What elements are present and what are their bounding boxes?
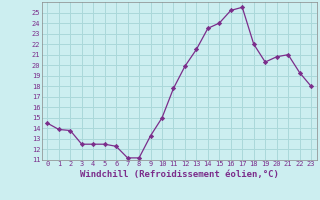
- X-axis label: Windchill (Refroidissement éolien,°C): Windchill (Refroidissement éolien,°C): [80, 170, 279, 179]
